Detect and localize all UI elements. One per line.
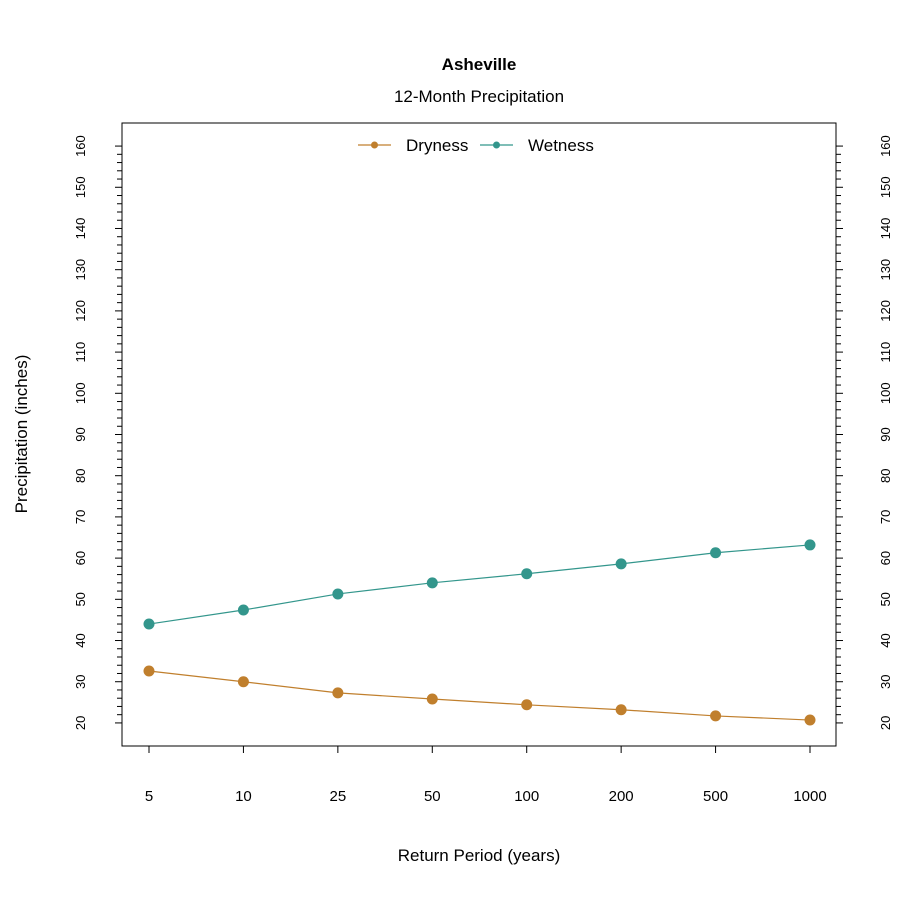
y-tick-label-left: 120 bbox=[73, 300, 88, 322]
y-tick-label-right: 120 bbox=[878, 300, 893, 322]
x-tick-label: 100 bbox=[514, 788, 539, 805]
y-tick-label-left: 30 bbox=[73, 674, 88, 688]
legend-label-dryness: Dryness bbox=[406, 136, 468, 155]
y-tick-label-right: 60 bbox=[878, 551, 893, 565]
y-tick-label-right: 100 bbox=[878, 382, 893, 404]
wetness-point bbox=[710, 547, 722, 559]
y-tick-label-right: 30 bbox=[878, 674, 893, 688]
x-tick-label: 10 bbox=[235, 788, 252, 805]
legend-label-wetness: Wetness bbox=[528, 136, 594, 155]
wetness-point bbox=[332, 588, 344, 600]
y-tick-label-left: 50 bbox=[73, 592, 88, 606]
y-tick-label-left: 140 bbox=[73, 218, 88, 240]
legend-marker-wetness bbox=[493, 141, 500, 149]
x-tick-label: 25 bbox=[330, 788, 347, 805]
legend-marker-dryness bbox=[371, 141, 378, 149]
wetness-line bbox=[148, 544, 811, 625]
y-tick-label-left: 110 bbox=[73, 342, 88, 363]
y-tick-label-right: 110 bbox=[878, 342, 893, 363]
y-tick-label-left: 40 bbox=[73, 633, 88, 647]
y-tick-label-right: 150 bbox=[878, 176, 893, 198]
dryness-point bbox=[143, 665, 155, 677]
wetness-point bbox=[426, 577, 438, 589]
chart-subtitle: 12-Month Precipitation bbox=[394, 87, 564, 106]
dryness-point bbox=[710, 710, 722, 722]
y-tick-label-right: 20 bbox=[878, 716, 893, 730]
dryness-point bbox=[521, 699, 533, 711]
y-tick-label-right: 140 bbox=[878, 218, 893, 240]
y-tick-label-right: 90 bbox=[878, 427, 893, 441]
chart-title: Asheville bbox=[442, 55, 517, 74]
y-tick-label-left: 90 bbox=[73, 427, 88, 441]
dryness-point bbox=[426, 693, 438, 705]
y-tick-label-right: 50 bbox=[878, 592, 893, 606]
x-tick-label: 50 bbox=[424, 788, 441, 805]
plot-area bbox=[121, 122, 837, 747]
y-tick-label-left: 100 bbox=[73, 382, 88, 404]
wetness-point bbox=[521, 568, 533, 580]
wetness-point bbox=[615, 558, 627, 570]
x-tick-label: 500 bbox=[703, 788, 728, 805]
x-tick-label: 1000 bbox=[793, 788, 826, 805]
y-tick-label-left: 20 bbox=[73, 716, 88, 730]
y-axis-label: Precipitation (inches) bbox=[12, 355, 31, 514]
x-tick-label: 200 bbox=[609, 788, 634, 805]
dryness-point bbox=[332, 687, 344, 699]
x-axis-label: Return Period (years) bbox=[398, 846, 561, 865]
wetness-point bbox=[804, 539, 816, 551]
y-tick-label-left: 70 bbox=[73, 510, 88, 524]
y-tick-label-right: 70 bbox=[878, 510, 893, 524]
y-tick-label-right: 130 bbox=[878, 259, 893, 281]
y-tick-label-left: 80 bbox=[73, 468, 88, 482]
y-tick-label-right: 80 bbox=[878, 468, 893, 482]
y-tick-label-right: 40 bbox=[878, 633, 893, 647]
y-tick-label-left: 150 bbox=[73, 176, 88, 198]
y-tick-label-left: 160 bbox=[73, 135, 88, 157]
dryness-line bbox=[148, 670, 811, 721]
x-tick-label: 5 bbox=[145, 788, 153, 805]
dryness-point bbox=[237, 676, 249, 688]
y-tick-label-left: 60 bbox=[73, 551, 88, 565]
wetness-point bbox=[143, 618, 155, 630]
y-tick-label-right: 160 bbox=[878, 135, 893, 157]
dryness-point bbox=[615, 704, 627, 716]
wetness-point bbox=[237, 604, 249, 616]
dryness-point bbox=[804, 714, 816, 726]
legend: Dryness Wetness bbox=[358, 136, 594, 155]
y-tick-label-left: 130 bbox=[73, 259, 88, 281]
